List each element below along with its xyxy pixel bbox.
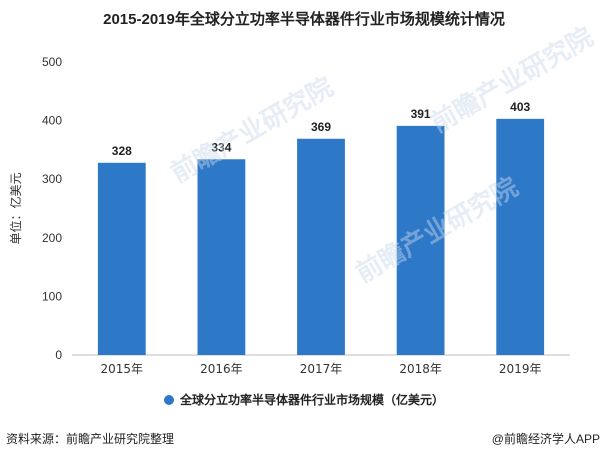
bar — [496, 118, 545, 355]
y-tick-label: 200 — [42, 231, 62, 245]
y-tick-label: 500 — [42, 55, 62, 69]
data-label: 334 — [211, 140, 231, 154]
y-axis-title: 单位：亿美元 — [8, 172, 23, 244]
y-tick-label: 300 — [42, 172, 62, 186]
source-note: 资料来源：前瞻产业研究院整理 — [6, 432, 175, 446]
legend-swatch — [163, 395, 174, 405]
y-tick-label: 100 — [42, 289, 62, 303]
x-tick-label: 2015年 — [101, 362, 144, 376]
x-tick-label: 2016年 — [200, 362, 243, 376]
data-label: 369 — [311, 120, 331, 134]
x-tick-label: 2019年 — [499, 362, 542, 376]
legend: 全球分立功率半导体器件行业市场规模（亿美元） — [0, 391, 608, 408]
y-tick-label: 0 — [55, 348, 62, 362]
data-label: 403 — [510, 100, 530, 114]
brand-credit: @前瞻经济学人APP — [491, 432, 600, 446]
bar — [197, 159, 246, 355]
y-tick-label: 400 — [42, 114, 62, 128]
bar — [396, 125, 445, 356]
data-label: 391 — [411, 107, 431, 121]
bar — [297, 138, 345, 355]
data-label: 328 — [112, 144, 132, 158]
x-tick-label: 2018年 — [399, 362, 442, 376]
x-tick-label: 2017年 — [300, 362, 343, 376]
legend-label: 全球分立功率半导体器件行业市场规模（亿美元） — [179, 393, 444, 407]
bar — [97, 162, 146, 355]
bar-chart: 0 100 200 300 400 500 单位：亿美元 328 2015年 334 2016年 36… — [8, 55, 570, 376]
chart-title: 2015-2019年全球分立功率半导体器件行业市场规模统计情况 — [103, 11, 505, 28]
